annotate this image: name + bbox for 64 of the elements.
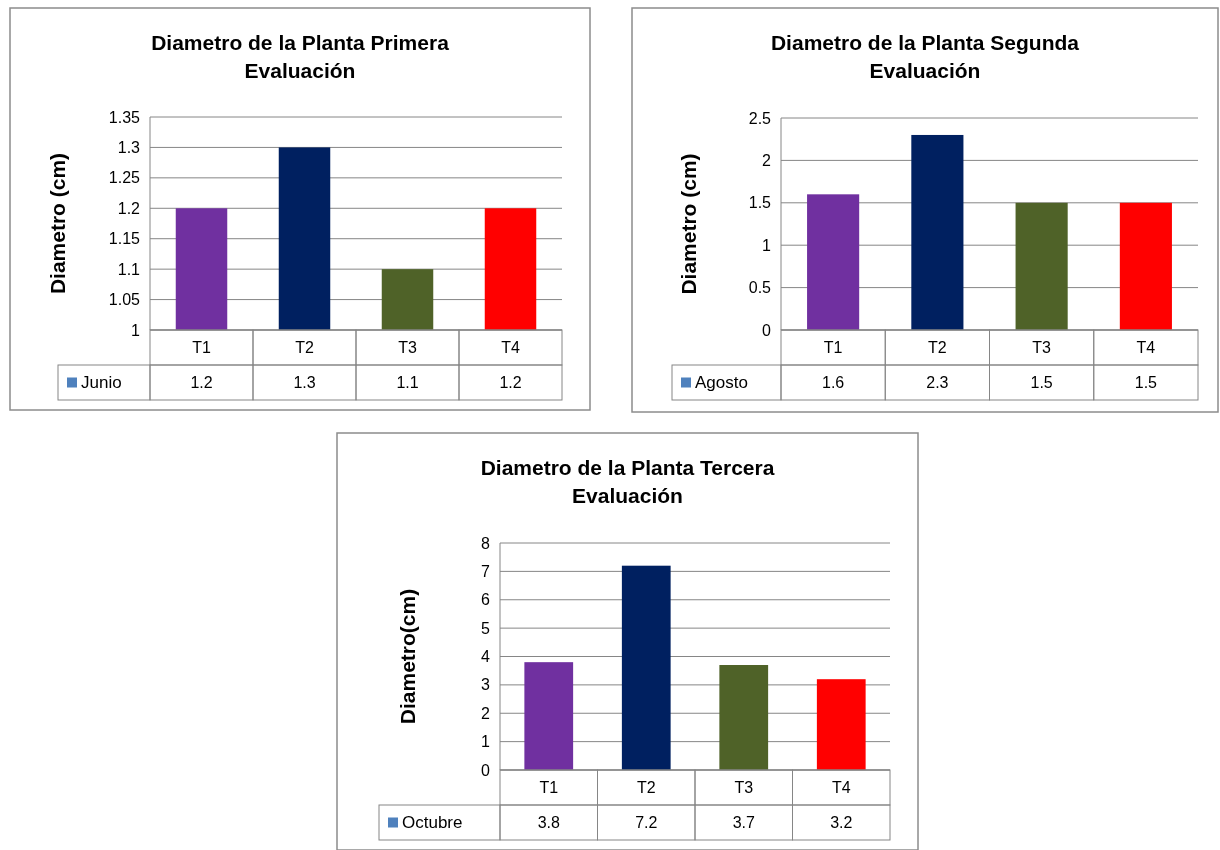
x-tick-label: T2	[636, 779, 656, 797]
y-tick-label: 5	[481, 619, 491, 637]
chart-title: Diametro de la Planta Segunda Evaluación	[770, 31, 1080, 82]
chart-title: Diametro de la Planta Tercera Evaluación	[480, 456, 775, 507]
data-label: 7.2	[635, 814, 658, 832]
x-tick-label: T2	[928, 339, 947, 357]
y-tick-label: 1.25	[108, 169, 141, 187]
y-tick-label: 1.15	[108, 230, 141, 248]
y-tick-label: 6	[481, 591, 491, 609]
y-tick-label: 1.5	[748, 194, 772, 212]
y-tick-label: 1	[481, 733, 491, 751]
bar	[1015, 202, 1068, 330]
y-tick-label: 1.35	[108, 108, 141, 126]
y-axis-title: Diametro (cm)	[46, 152, 69, 295]
y-tick-label: 2.5	[748, 109, 772, 127]
y-axis-title: Diametro(cm)	[396, 588, 419, 725]
data-label: 1.1	[396, 374, 419, 392]
x-tick-label: T3	[398, 339, 417, 357]
x-tick-label: T1	[192, 339, 211, 357]
data-label: 1.6	[822, 374, 845, 392]
y-tick-label: 1	[762, 236, 772, 254]
y-tick-label: 1.2	[117, 199, 141, 217]
y-tick-label: 1.1	[117, 260, 141, 278]
y-tick-label: 0.5	[748, 279, 772, 297]
y-axis-title: Diametro (cm)	[677, 153, 700, 295]
y-tick-label: 1.3	[117, 139, 141, 157]
bar	[524, 662, 574, 770]
data-label: 1.2	[499, 374, 522, 392]
data-label: 2.3	[926, 374, 949, 392]
text: Junio	[81, 373, 122, 393]
y-tick-label: 7	[481, 562, 491, 580]
x-tick-label: T4	[501, 339, 520, 357]
data-label: 1.3	[293, 374, 316, 392]
y-tick-label: 0	[762, 321, 772, 339]
bar	[719, 665, 769, 770]
x-tick-label: T1	[823, 339, 843, 357]
text: Octubre	[402, 813, 463, 833]
y-tick-label: 4	[481, 648, 491, 666]
data-label: 1.5	[1030, 374, 1053, 392]
bar	[621, 565, 671, 770]
bar	[816, 679, 866, 770]
bar	[911, 134, 964, 330]
x-tick-label: T1	[539, 779, 559, 797]
data-label: 3.2	[830, 814, 853, 832]
chart-title: Diametro de la Planta Primera Evaluación	[151, 31, 450, 82]
y-tick-label: 0	[481, 761, 491, 779]
y-tick-label: 2	[481, 704, 491, 722]
bar	[1119, 202, 1172, 330]
y-tick-label: 1	[131, 321, 141, 339]
y-tick-label: 8	[481, 534, 491, 552]
y-tick-label: 1.05	[108, 291, 141, 309]
data-label: 3.8	[537, 814, 560, 832]
text: Agosto	[695, 373, 748, 393]
x-tick-label: T4	[1136, 339, 1156, 357]
bar	[807, 194, 860, 330]
x-tick-label: T3	[734, 779, 754, 797]
data-label: 3.7	[732, 814, 755, 832]
x-tick-label: T2	[295, 339, 314, 357]
x-tick-label: T4	[831, 779, 851, 797]
data-label: 1.5	[1134, 374, 1158, 392]
x-tick-label: T3	[1032, 339, 1052, 357]
data-label: 1.2	[190, 374, 213, 392]
y-tick-label: 2	[762, 152, 772, 169]
y-tick-label: 3	[481, 676, 491, 694]
